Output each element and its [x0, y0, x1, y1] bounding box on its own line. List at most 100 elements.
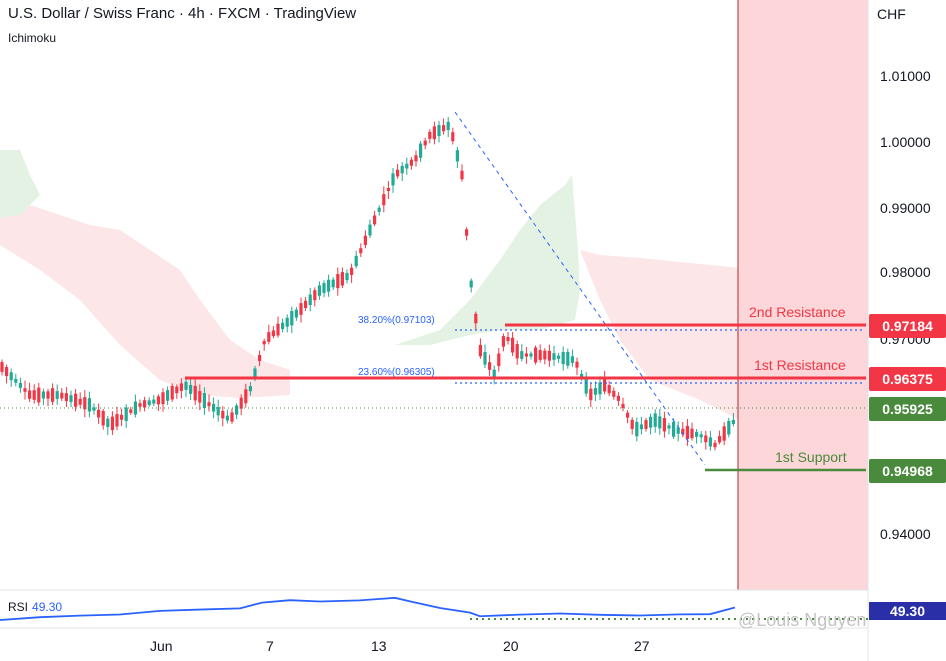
price-tick: 0.94000	[880, 526, 931, 542]
price-tick: 1.00000	[880, 134, 931, 150]
ichimoku-cloud	[0, 150, 845, 435]
support-1-price-tag: 0.94968	[869, 459, 946, 483]
candle	[575, 361, 579, 368]
price-tick: 1.01000	[880, 68, 931, 84]
candle	[543, 350, 547, 360]
candle	[152, 399, 156, 404]
rsi-name: RSI	[8, 600, 29, 614]
candle	[350, 267, 354, 276]
candle	[51, 388, 55, 402]
candle	[552, 353, 556, 360]
candle	[391, 173, 395, 186]
candle	[189, 384, 193, 394]
candle	[437, 124, 441, 137]
resistance-1-price-tag: 0.96375	[869, 367, 946, 391]
candle	[713, 442, 717, 448]
candle	[405, 163, 409, 169]
candle	[69, 395, 73, 403]
candle	[331, 279, 335, 288]
candle	[653, 413, 657, 427]
candle	[483, 352, 487, 365]
time-tick: 7	[266, 638, 274, 654]
candle	[488, 362, 492, 370]
candle	[465, 229, 469, 236]
candle	[143, 400, 147, 408]
candle	[386, 188, 390, 192]
candle	[14, 378, 18, 383]
candle	[396, 169, 400, 177]
candle	[124, 407, 128, 421]
candle	[589, 388, 593, 401]
candle	[290, 311, 294, 326]
candle	[639, 424, 643, 430]
candle	[32, 390, 36, 400]
candle	[423, 140, 427, 146]
candle	[414, 155, 418, 162]
support-1-label: 1st Support	[775, 449, 847, 465]
candle	[304, 300, 308, 309]
candle	[193, 385, 197, 401]
candle	[175, 386, 179, 394]
resistance-2-price-tag: 0.97184	[869, 314, 946, 338]
candle	[299, 303, 303, 315]
candle	[336, 274, 340, 289]
candle	[138, 403, 142, 407]
candle	[409, 159, 413, 166]
candle	[718, 436, 722, 443]
candle	[179, 383, 183, 391]
candle	[225, 415, 229, 421]
candle	[538, 350, 542, 360]
candle	[147, 400, 151, 406]
candle	[120, 414, 124, 420]
candle	[460, 170, 464, 180]
candle	[170, 385, 174, 400]
candle	[506, 336, 510, 342]
candle	[244, 389, 248, 404]
time-tick: Jun	[150, 638, 173, 654]
candle	[501, 336, 505, 347]
candle	[455, 150, 459, 162]
trend-line[interactable]	[454, 111, 706, 466]
candle	[451, 132, 455, 142]
currency-label: CHF	[877, 6, 906, 22]
candle	[110, 416, 114, 431]
time-tick: 13	[371, 638, 387, 654]
candle	[101, 410, 105, 426]
candle	[115, 414, 119, 427]
candle	[18, 382, 22, 388]
candle	[308, 294, 312, 306]
candle	[607, 385, 611, 394]
candlesticks	[0, 117, 735, 451]
candle	[644, 420, 648, 429]
candle	[92, 407, 96, 411]
candle	[557, 355, 561, 359]
candle	[727, 421, 731, 435]
candle	[156, 396, 160, 405]
indicator-label[interactable]: Ichimoku	[8, 31, 57, 45]
candle	[603, 379, 607, 392]
candle	[74, 393, 78, 407]
candle	[28, 390, 32, 399]
candle	[133, 401, 137, 415]
candle	[598, 382, 602, 395]
candle	[78, 398, 82, 405]
candle	[262, 341, 266, 345]
candle	[207, 402, 211, 407]
candle	[359, 248, 363, 254]
candle	[60, 392, 64, 399]
candle	[212, 403, 216, 412]
candle	[662, 417, 666, 432]
candle	[37, 387, 41, 403]
candle	[534, 347, 538, 363]
candle	[377, 207, 381, 212]
candle	[87, 398, 91, 412]
candle	[681, 428, 685, 435]
rsi-label[interactable]: RSI 49.30	[8, 600, 62, 614]
candle	[520, 351, 524, 359]
author-watermark: @Louis Nguyen	[738, 610, 867, 630]
candle	[708, 437, 712, 447]
candle	[593, 388, 597, 395]
candle	[97, 409, 101, 418]
candle	[216, 406, 220, 416]
